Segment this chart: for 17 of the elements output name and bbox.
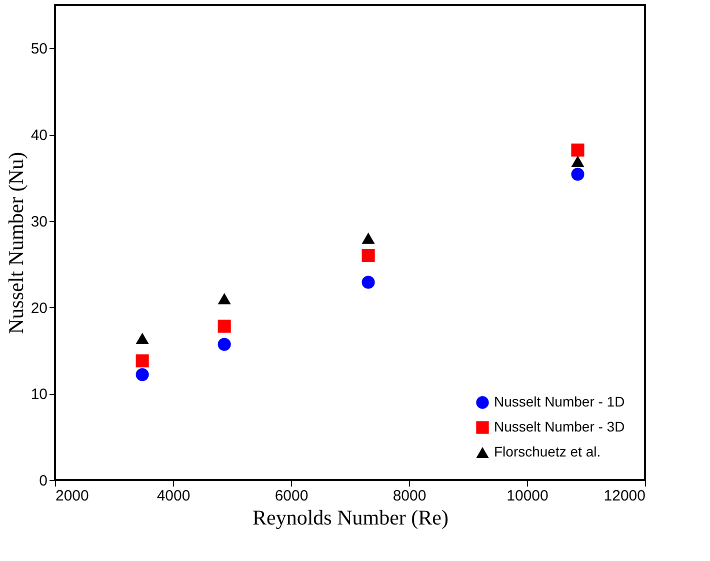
x-tick-label: 8000 bbox=[392, 488, 426, 504]
x-tick-label: 10000 bbox=[506, 488, 548, 504]
x-axis-title: Reynolds Number (Re) bbox=[252, 506, 448, 530]
legend-label: Florschuetz et al. bbox=[494, 444, 601, 460]
legend-label: Nusselt Number - 1D bbox=[494, 394, 625, 410]
y-tick-label: 30 bbox=[30, 213, 48, 230]
x-tick-label: 6000 bbox=[274, 488, 308, 504]
y-tick-label: 10 bbox=[30, 386, 48, 404]
x-tick-label: 4000 bbox=[156, 488, 190, 504]
y-tick-label: 40 bbox=[30, 127, 48, 144]
y-tick-label: 50 bbox=[30, 40, 48, 58]
y-tick-label: 20 bbox=[30, 300, 48, 317]
y-tick-label: 0 bbox=[39, 472, 48, 490]
y-axis-title: Nusselt Number (Nu) bbox=[4, 152, 28, 334]
x-tick-label: 2000 bbox=[56, 488, 89, 504]
legend-label: Nusselt Number - 3D bbox=[494, 418, 625, 434]
x-tick-label: 12000 bbox=[604, 488, 646, 504]
